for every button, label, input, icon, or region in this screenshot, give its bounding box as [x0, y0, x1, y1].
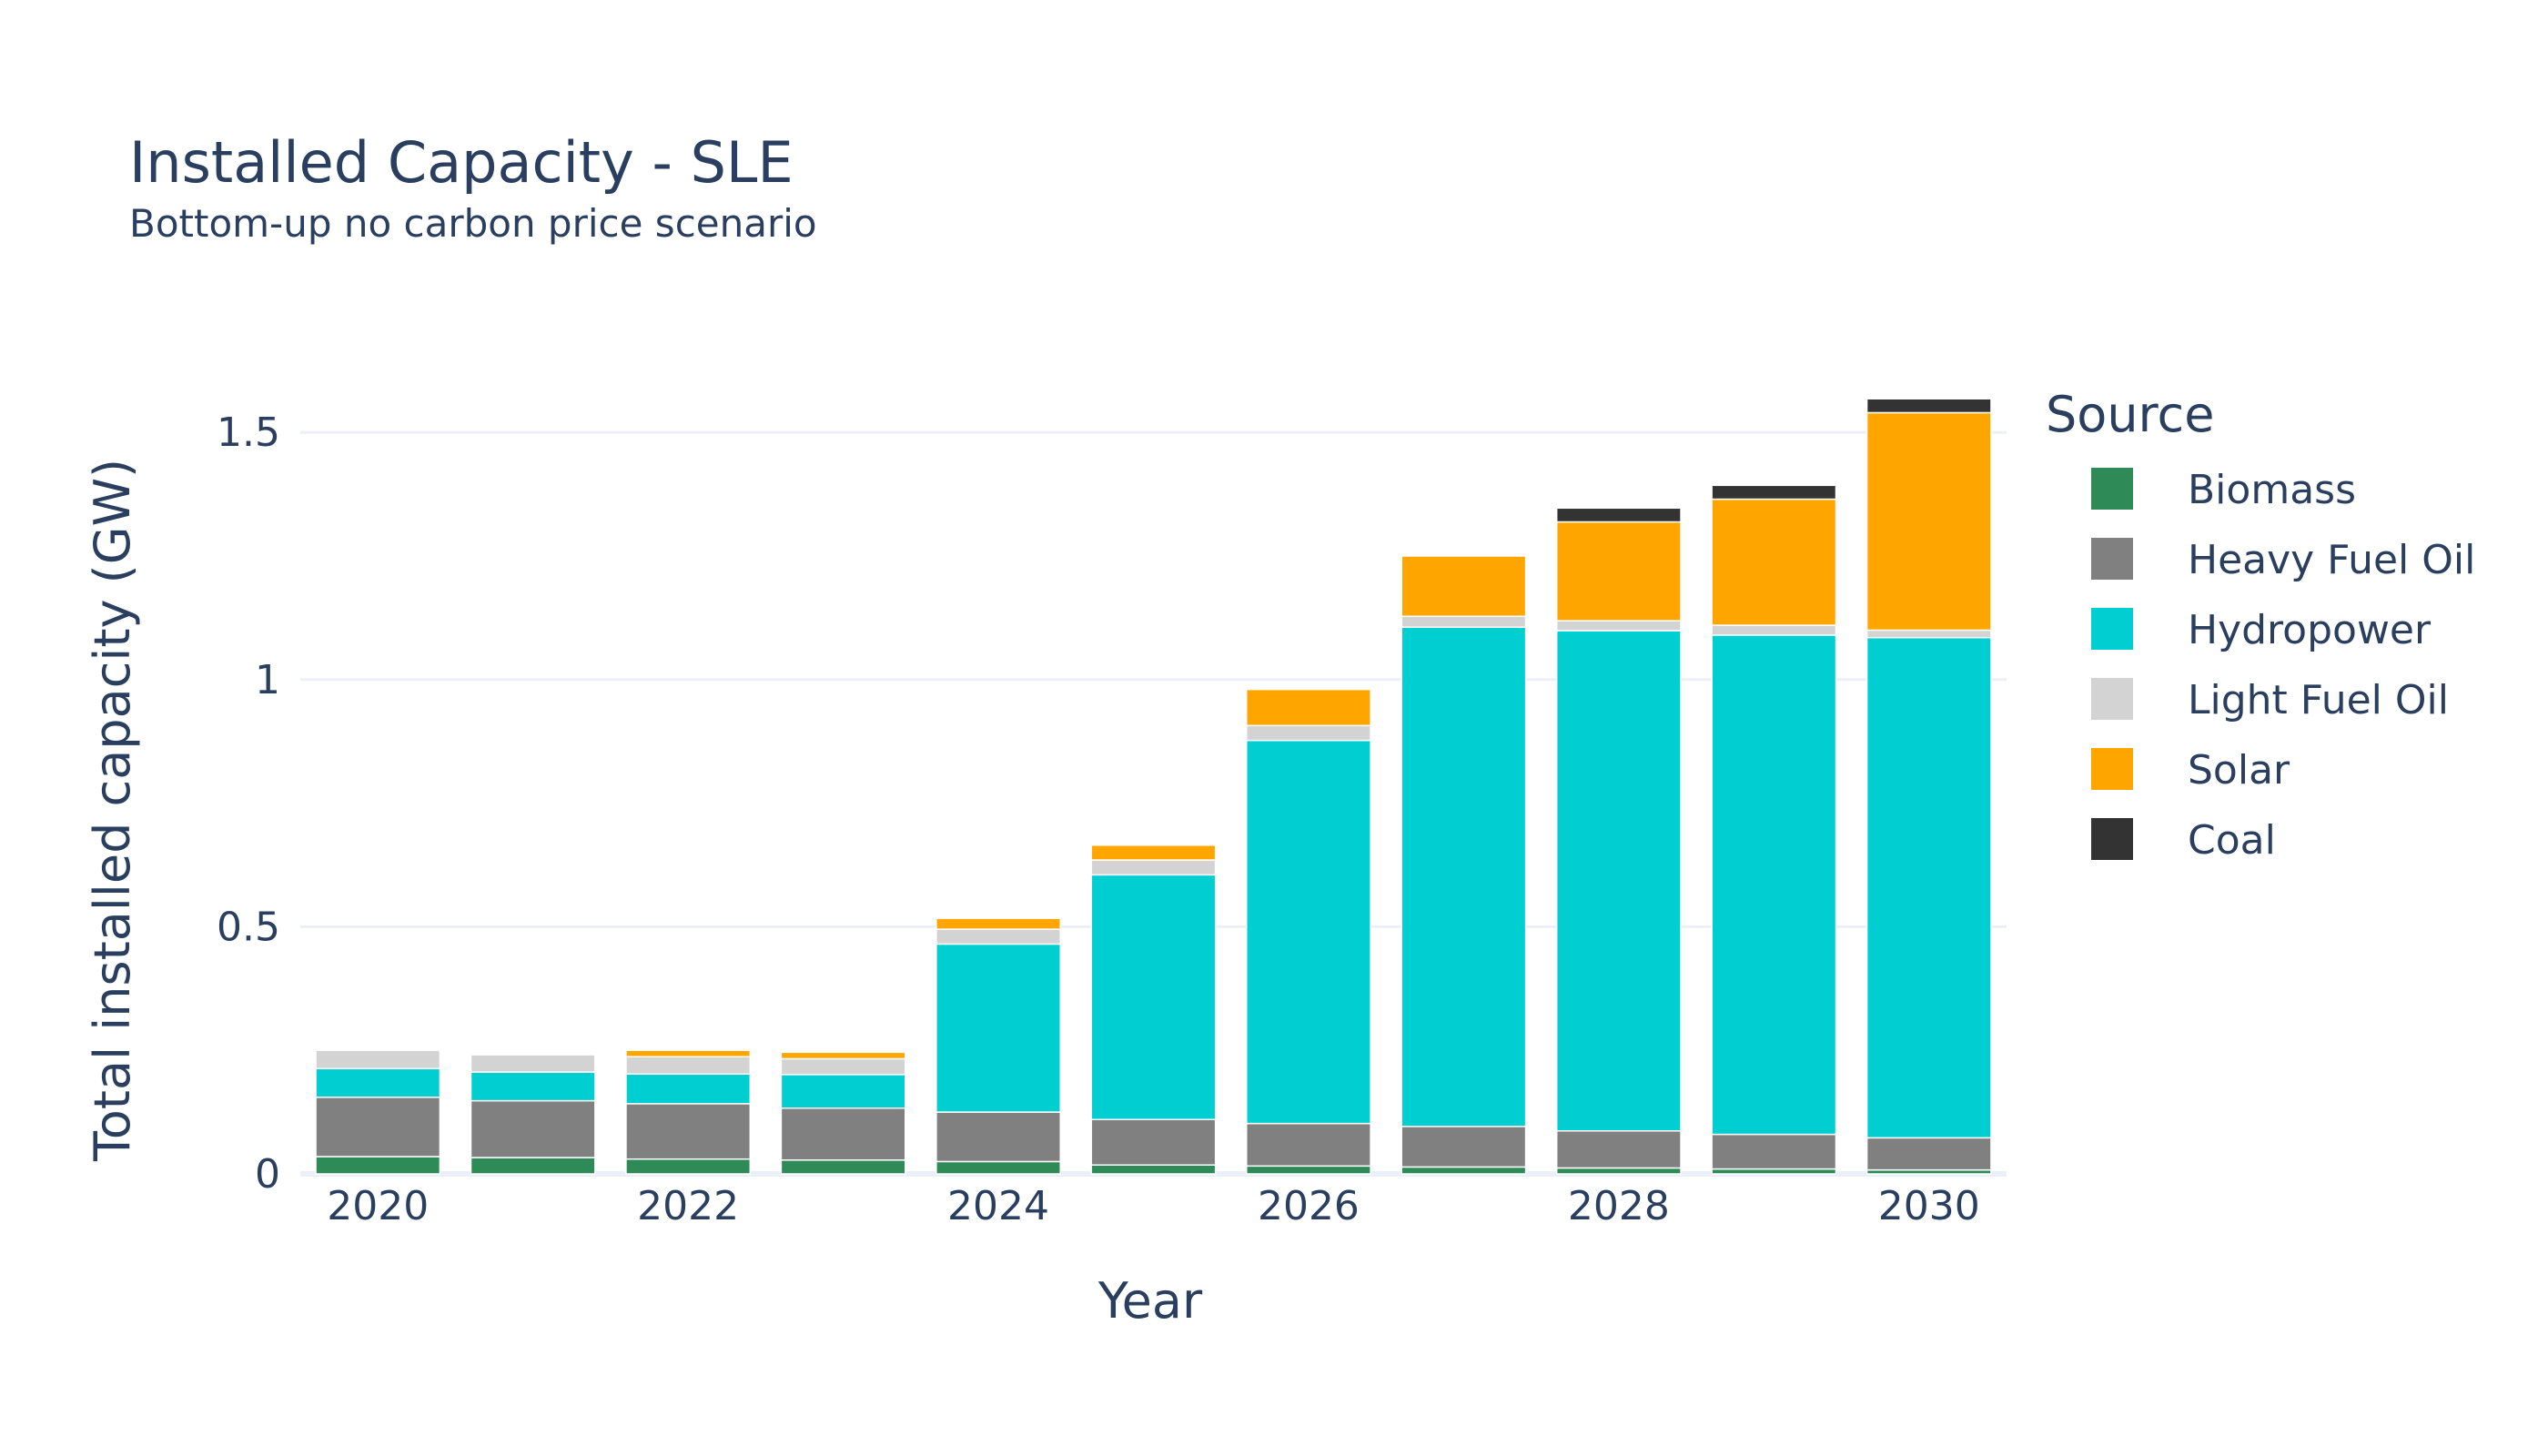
legend-swatch	[2091, 538, 2133, 580]
legend-label: Coal	[2188, 817, 2276, 864]
bar-segment	[780, 1074, 906, 1109]
y-tick-label: 0.5	[217, 904, 280, 950]
bar-segment	[470, 1071, 596, 1102]
x-axis-ticks: 2020 2022 2024 2026 2028 2030	[327, 1183, 1980, 1229]
bar-segment	[1090, 859, 1217, 876]
bar-segment	[470, 1099, 596, 1158]
bar-segment	[1866, 629, 1992, 639]
bar-segment	[1555, 1167, 1682, 1175]
bars	[315, 398, 1992, 1175]
bar-segment	[1711, 498, 1837, 626]
legend-label: Hydropower	[2188, 607, 2432, 653]
bar-segment	[1090, 844, 1217, 861]
legend-swatch	[2091, 678, 2133, 720]
y-tick-label: 1.5	[217, 410, 280, 456]
bar-segment	[1711, 634, 1837, 1136]
bar-segment	[780, 1159, 906, 1175]
bar-segment	[1866, 411, 1992, 632]
bar-segment	[1866, 398, 1992, 414]
x-tick-label: 2028	[1568, 1183, 1670, 1229]
legend-swatch	[2091, 818, 2133, 860]
bar-segment	[1400, 1166, 1527, 1175]
legend: Biomass Heavy Fuel Oil Hydropower Light Fue…	[2091, 467, 2475, 864]
bar-segment	[1090, 1164, 1217, 1175]
bar-segment	[1090, 874, 1217, 1120]
x-tick-label: 2026	[1258, 1183, 1360, 1229]
bar-segment	[1555, 507, 1682, 523]
bar-segment	[935, 943, 1061, 1113]
bar-segment	[1246, 724, 1371, 742]
bar-segment	[1246, 688, 1371, 727]
bar-segment	[1400, 626, 1527, 1127]
chart-title: Installed Capacity - SLE	[129, 129, 794, 196]
bar-segment	[1866, 1137, 1992, 1171]
legend-swatch	[2091, 608, 2133, 650]
bar-segment	[470, 1054, 596, 1073]
bar-segment	[1555, 1129, 1682, 1169]
bar-segment	[1711, 484, 1837, 500]
legend-label: Biomass	[2188, 467, 2356, 513]
legend-label: Light Fuel Oil	[2188, 677, 2449, 723]
x-tick-label: 2030	[1878, 1183, 1980, 1229]
bar-segment	[1866, 636, 1992, 1139]
bar-segment	[625, 1103, 752, 1160]
bar-segment	[780, 1051, 906, 1060]
bar-segment	[1400, 615, 1527, 628]
x-tick-label: 2024	[947, 1183, 1049, 1229]
x-tick-label: 2020	[327, 1183, 429, 1229]
bar-segment	[1555, 620, 1682, 632]
bar-segment	[315, 1049, 441, 1070]
y-axis-ticks: 0 0.5 1 1.5	[217, 410, 280, 1198]
bar-segment	[1400, 555, 1527, 618]
bar-segment	[1246, 739, 1371, 1125]
bar-segment	[625, 1158, 752, 1175]
bar-segment	[315, 1156, 441, 1175]
bar-segment	[1400, 1126, 1527, 1168]
legend-title: Source	[2046, 386, 2214, 443]
bar-segment	[1711, 624, 1837, 636]
bar-segment	[1711, 1133, 1837, 1170]
y-tick-label: 1	[255, 657, 280, 703]
bar-segment	[625, 1073, 752, 1105]
bar-segment	[780, 1107, 906, 1161]
bar-segment	[1555, 521, 1682, 622]
bar-segment	[780, 1057, 906, 1076]
x-axis-title: Year	[1097, 1272, 1203, 1330]
bar-segment	[1090, 1118, 1217, 1166]
bar-segment	[1246, 1122, 1371, 1168]
legend-label: Solar	[2188, 747, 2290, 794]
x-tick-label: 2022	[637, 1183, 739, 1229]
legend-swatch	[2091, 468, 2133, 510]
bar-segment	[1246, 1165, 1371, 1175]
bar-segment	[935, 917, 1061, 930]
bar-segment	[315, 1097, 441, 1158]
bar-segment	[935, 928, 1061, 945]
chart-subtitle: Bottom-up no carbon price scenario	[129, 201, 817, 246]
bar-segment	[625, 1049, 752, 1058]
legend-label: Heavy Fuel Oil	[2188, 537, 2475, 583]
y-axis-title: Total installed capacity (GW)	[84, 459, 141, 1162]
bar-segment	[935, 1111, 1061, 1163]
bar-segment	[1711, 1168, 1837, 1175]
y-tick-label: 0	[255, 1151, 280, 1198]
bar-segment	[625, 1056, 752, 1076]
bar-segment	[1555, 630, 1682, 1132]
legend-swatch	[2091, 748, 2133, 790]
bar-segment	[315, 1067, 441, 1098]
bar-segment	[935, 1160, 1061, 1175]
bar-segment	[470, 1157, 596, 1175]
